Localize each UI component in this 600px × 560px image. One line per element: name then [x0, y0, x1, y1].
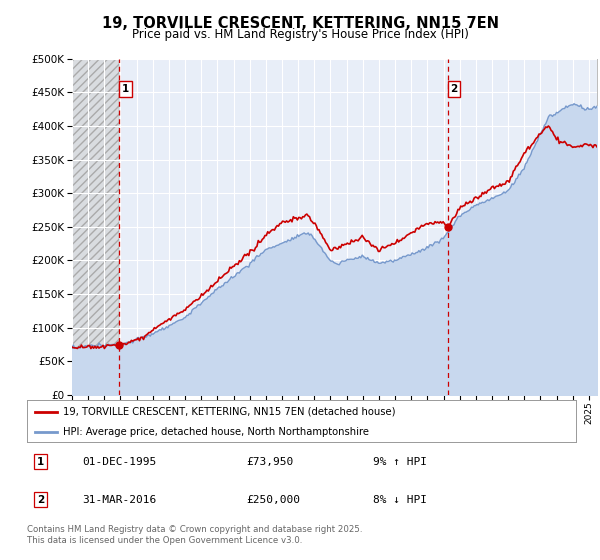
Text: 31-MAR-2016: 31-MAR-2016	[82, 494, 156, 505]
Text: Price paid vs. HM Land Registry's House Price Index (HPI): Price paid vs. HM Land Registry's House …	[131, 28, 469, 41]
Text: HPI: Average price, detached house, North Northamptonshire: HPI: Average price, detached house, Nort…	[62, 427, 368, 437]
Text: £73,950: £73,950	[247, 457, 294, 467]
Text: 8% ↓ HPI: 8% ↓ HPI	[373, 494, 427, 505]
Text: 01-DEC-1995: 01-DEC-1995	[82, 457, 156, 467]
Text: 19, TORVILLE CRESCENT, KETTERING, NN15 7EN (detached house): 19, TORVILLE CRESCENT, KETTERING, NN15 7…	[62, 407, 395, 417]
Text: 19, TORVILLE CRESCENT, KETTERING, NN15 7EN: 19, TORVILLE CRESCENT, KETTERING, NN15 7…	[101, 16, 499, 31]
Text: 1: 1	[122, 84, 129, 94]
Bar	[72, 59, 119, 395]
Text: £250,000: £250,000	[247, 494, 301, 505]
Text: 1: 1	[37, 457, 44, 467]
Text: 2: 2	[451, 84, 458, 94]
Text: 2: 2	[37, 494, 44, 505]
Text: Contains HM Land Registry data © Crown copyright and database right 2025.
This d: Contains HM Land Registry data © Crown c…	[27, 525, 362, 545]
Bar	[72, 59, 119, 395]
Text: 9% ↑ HPI: 9% ↑ HPI	[373, 457, 427, 467]
